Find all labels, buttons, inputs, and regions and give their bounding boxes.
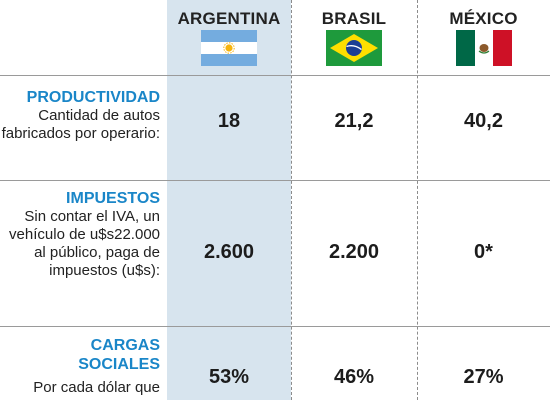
category-description: Cantidad de autos fabricados por operari… (1, 107, 160, 142)
column-divider (291, 0, 292, 400)
value-argentina-impuestos: 2.600 (203, 241, 255, 263)
column-header-argentina: ARGENTINA (177, 9, 281, 28)
category-description: Por cada dólar que (33, 379, 160, 396)
flag-brazil-icon (326, 30, 382, 66)
value-argentina-cargas-sociales: 53% (208, 366, 250, 388)
value-mexico-productividad: 40,2 (464, 110, 503, 132)
category-title: PRODUCTIVIDAD (26, 89, 160, 106)
value-brasil-productividad: 21,2 (334, 110, 374, 132)
category-cargas-sociales: CARGAS SOCIALES Por cada dólar que (0, 336, 160, 397)
row-divider (0, 180, 550, 181)
column-header-brasil: BRASIL (321, 9, 387, 28)
row-divider (0, 75, 550, 76)
column-header-mexico: MÉXICO (449, 9, 518, 28)
value-brasil-cargas-sociales: 46% (333, 366, 375, 388)
highlight-column-argentina (167, 0, 291, 400)
category-title: CARGAS SOCIALES (78, 337, 160, 373)
value-argentina-productividad: 18 (217, 110, 241, 132)
value-brasil-impuestos: 2.200 (328, 241, 380, 263)
flag-argentina-icon (201, 30, 257, 66)
value-mexico-cargas-sociales: 27% (463, 366, 504, 388)
category-title: IMPUESTOS (66, 190, 160, 207)
column-divider (417, 0, 418, 400)
category-productividad: PRODUCTIVIDAD Cantidad de autos fabricad… (0, 88, 160, 143)
flag-mexico-icon (456, 30, 512, 66)
row-divider (0, 326, 550, 327)
value-mexico-impuestos: 0* (474, 241, 493, 263)
category-impuestos: IMPUESTOS Sin contar el IVA, un vehículo… (0, 189, 160, 280)
category-description: Sin contar el IVA, un vehículo de u$s22.… (9, 208, 160, 279)
